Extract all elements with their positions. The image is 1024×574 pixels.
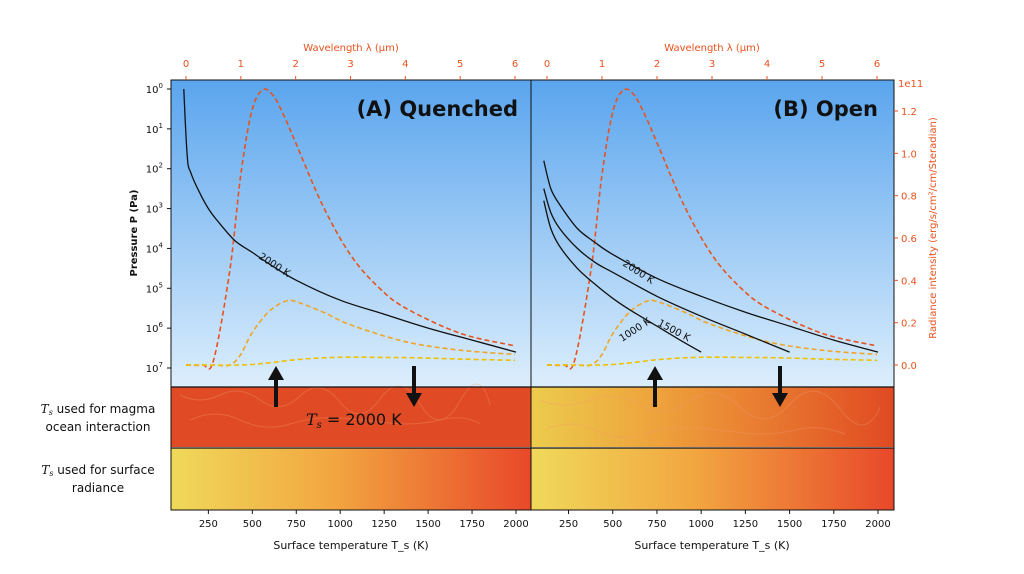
y-tick-label: 105 [146, 281, 163, 295]
panel-a-title: (A) Quenched [357, 97, 518, 121]
panel-a-magma [171, 387, 531, 447]
panel-a-wavelength-title: Wavelength λ (μm) [303, 43, 399, 54]
radiance-curve-1000k [546, 356, 878, 366]
radiance-tick-label: 0.8 [901, 192, 917, 203]
y-tick-label: 100 [146, 82, 163, 96]
wavelength-tick-label: 6 [874, 59, 880, 70]
panel-b-magma [531, 387, 894, 447]
arrow-down-a [406, 366, 422, 407]
radiance-tick-label: 0.0 [901, 361, 917, 372]
radiance-axis-title: Radiance intensity (erg/s/cm²/cm/Steradi… [928, 117, 939, 339]
y-tick-label: 107 [146, 361, 163, 375]
panel-a-ts-gradient [171, 448, 531, 510]
x-tick-label: 1000 [688, 519, 713, 530]
x-tick-label: 1250 [733, 519, 758, 530]
wavelength-tick-label: 6 [512, 59, 518, 70]
pressure-profile-2000k [543, 160, 879, 353]
row-label-radiance: Ts used for surface radiance [41, 463, 154, 495]
wavelength-tick-label: 2 [292, 59, 298, 70]
svg-text:Ts used for magma: Ts used for magma [41, 402, 156, 417]
wavelength-tick-label: 4 [402, 59, 408, 70]
wavelength-tick-label: 2 [654, 59, 660, 70]
radiance-multiplier: 1e11 [898, 79, 923, 90]
svg-text:radiance: radiance [72, 481, 124, 495]
x-tick-label: 250 [199, 519, 218, 530]
x-tick-label: 750 [647, 519, 666, 530]
pressure-axis-title: Pressure P (Pa) [129, 189, 140, 276]
x-tick-label: 500 [243, 519, 262, 530]
panel-b-title: (B) Open [773, 97, 878, 121]
radiance-curve-2000k [546, 88, 878, 370]
wavelength-tick-label: 0 [544, 59, 550, 70]
x-tick-label: 750 [287, 519, 306, 530]
radiance-curve-1000k [185, 356, 516, 366]
y-tick-label: 104 [146, 241, 164, 255]
ts-value-label: Ts = 2000 K [306, 410, 402, 431]
wavelength-tick-label: 4 [764, 59, 770, 70]
x-tick-label: 1500 [415, 519, 440, 530]
panel-a-xlabel: Surface temperature T_s (K) [273, 539, 428, 552]
arrow-up-a [268, 366, 284, 407]
wavelength-tick-label: 1 [599, 59, 605, 70]
x-tick-label: 1750 [459, 519, 484, 530]
wavelength-tick-label: 3 [709, 59, 715, 70]
wavelength-tick-label: 0 [183, 59, 189, 70]
x-tick-label: 500 [603, 519, 622, 530]
x-tick-label: 250 [559, 519, 578, 530]
y-tick-label: 103 [146, 202, 163, 216]
wavelength-tick-label: 3 [347, 59, 353, 70]
arrow-down-b [772, 366, 788, 407]
x-tick-label: 1750 [821, 519, 846, 530]
x-tick-label: 1000 [327, 519, 352, 530]
radiance-tick-label: 1.0 [901, 149, 917, 160]
panel-b-xlabel: Surface temperature T_s (K) [634, 539, 789, 552]
pressure-profile-2000k [183, 88, 517, 353]
y-tick-label: 102 [146, 162, 163, 176]
panel-b-ts-gradient [531, 448, 894, 510]
y-tick-label: 106 [146, 321, 164, 335]
radiance-curve-2000k [185, 88, 516, 370]
radiance-tick-label: 0.2 [901, 319, 917, 330]
x-tick-label: 2000 [503, 519, 528, 530]
pressure-profile-1500k [543, 188, 790, 353]
x-tick-label: 2000 [865, 519, 890, 530]
wavelength-tick-label: 5 [819, 59, 825, 70]
x-tick-label: 1250 [371, 519, 396, 530]
panel-b-sky [531, 80, 894, 387]
radiance-tick-label: 0.6 [901, 234, 917, 245]
y-tick-label: 101 [146, 122, 163, 136]
x-tick-label: 1500 [777, 519, 802, 530]
svg-text:ocean interaction: ocean interaction [46, 420, 151, 434]
radiance-tick-label: 1.2 [901, 107, 917, 118]
svg-text:Ts used for surface: Ts used for surface [41, 463, 154, 478]
radiance-tick-label: 0.4 [901, 276, 917, 287]
arrow-up-b [647, 366, 663, 407]
wavelength-tick-label: 5 [457, 59, 463, 70]
wavelength-tick-label: 1 [238, 59, 244, 70]
pressure-profile-1000k [543, 200, 702, 353]
magma-texture [179, 383, 881, 438]
panel-b-wavelength-title: Wavelength λ (μm) [664, 43, 760, 54]
row-label-magma: Ts used for magma ocean interaction [41, 402, 156, 434]
